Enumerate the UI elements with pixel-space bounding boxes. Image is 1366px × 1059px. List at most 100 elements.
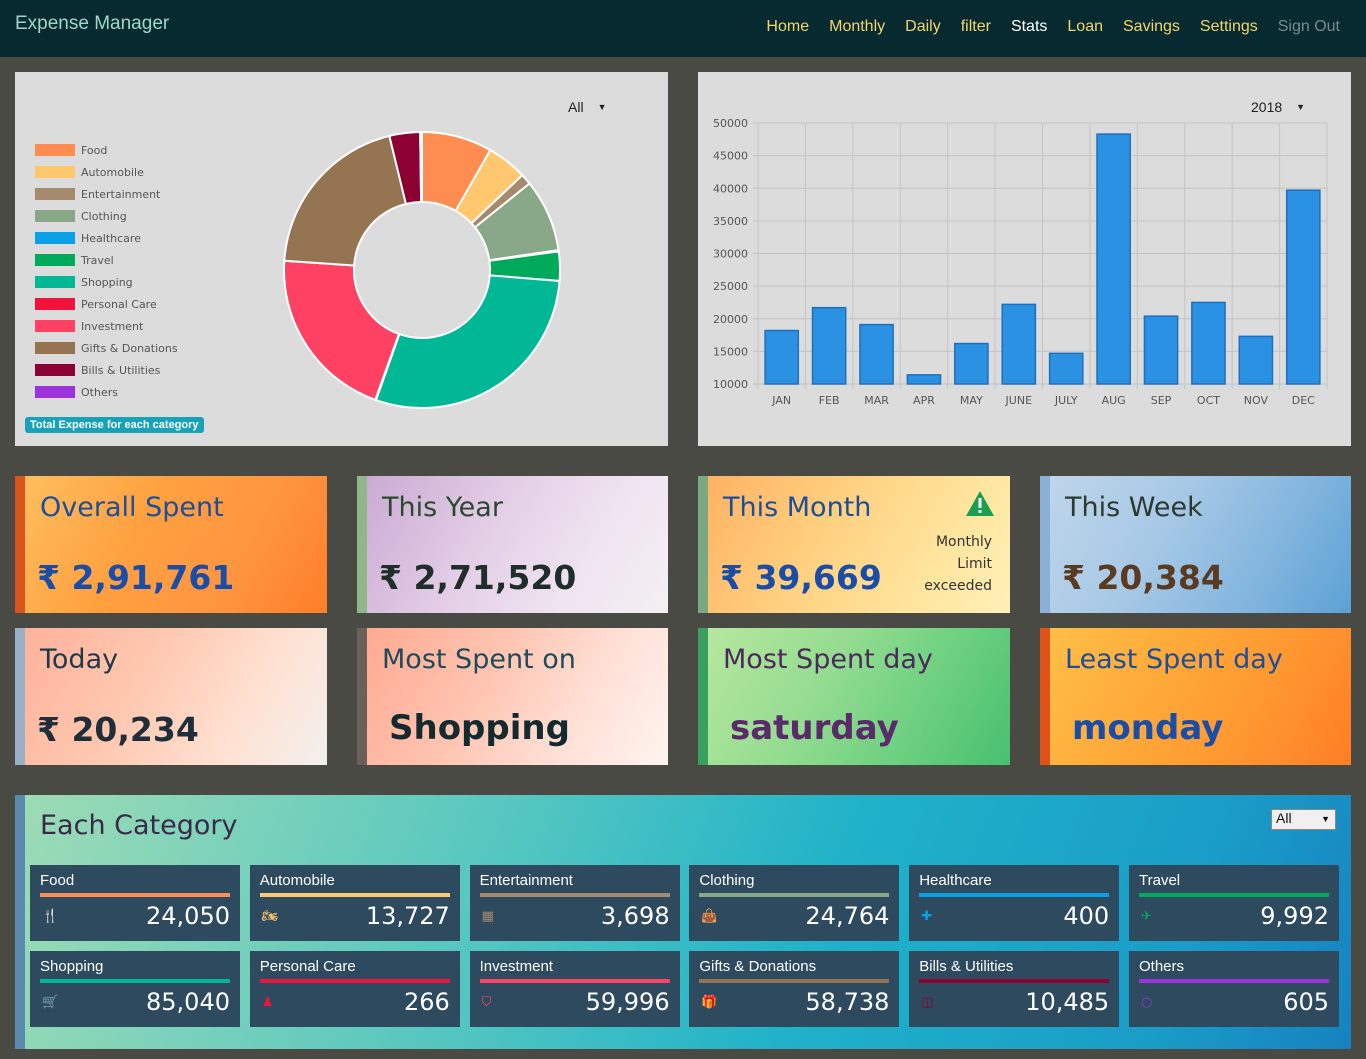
legend-swatch: [35, 320, 75, 332]
bar-may[interactable]: [954, 342, 989, 385]
category-name: Bills & Utilities: [919, 958, 1014, 975]
limit-note-line-1: Monthly: [935, 534, 992, 550]
x-tick-label: SEP: [1151, 394, 1172, 407]
legend-item-investment[interactable]: Investment: [35, 315, 178, 337]
bar-mar[interactable]: [859, 323, 894, 385]
legend-swatch: [35, 364, 75, 376]
legend-item-food[interactable]: Food: [35, 139, 178, 161]
category-color-bar: [259, 979, 450, 983]
x-tick-label: MAY: [960, 394, 983, 407]
legend-item-clothing[interactable]: Clothing: [35, 205, 178, 227]
category-tile-personal-care[interactable]: Personal Care ♟ 266: [249, 951, 460, 1027]
slice-gifts-and-donations[interactable]: [283, 134, 408, 267]
overall-spent-title: Overall Spent: [40, 492, 224, 523]
each-category-section: Each Category All ▼ Food 🍴 24,050 Automobile…: [15, 795, 1351, 1049]
this-week-card: This Week ₹ 20,384: [1040, 476, 1351, 613]
category-tile-gifts-and-donations[interactable]: Gifts & Donations 🎁 58,738: [689, 951, 900, 1027]
bar-oct[interactable]: [1191, 301, 1226, 385]
nav-stats[interactable]: Stats: [1010, 18, 1048, 35]
category-tile-healthcare[interactable]: Healthcare ✚ 400: [909, 865, 1120, 941]
category-amount: 58,738: [805, 988, 890, 1016]
bar-apr[interactable]: [906, 374, 942, 385]
category-tile-travel[interactable]: Travel ✈ 9,992: [1129, 865, 1339, 941]
category-tile-shopping[interactable]: Shopping 🛒 85,040: [30, 951, 240, 1027]
category-tile-clothing[interactable]: Clothing 👜 24,764: [689, 865, 900, 941]
most-spent-on-value: Shopping: [389, 708, 570, 748]
category-tile-automobile[interactable]: Automobile 🏍 13,727: [249, 865, 460, 941]
bar-dec[interactable]: [1285, 189, 1321, 385]
legend-label: Others: [81, 385, 118, 399]
slice-investment[interactable]: [283, 259, 401, 402]
bar-sep[interactable]: [1143, 315, 1179, 385]
nav-loan[interactable]: Loan: [1067, 18, 1103, 35]
legend-item-bills-and-utilities[interactable]: Bills & Utilities: [35, 359, 178, 381]
nav-monthly[interactable]: Monthly: [829, 18, 886, 35]
card-accent-strip: [698, 628, 708, 765]
nav-daily[interactable]: Daily: [905, 18, 941, 35]
category-tile-investment[interactable]: Investment ⛉ 59,996: [469, 951, 680, 1027]
category-name: Travel: [1139, 872, 1181, 889]
each-category-select[interactable]: All ▼: [1271, 809, 1336, 830]
category-color-bar: [919, 979, 1110, 983]
category-tile-food[interactable]: Food 🍴 24,050: [30, 865, 240, 941]
nav-home[interactable]: Home: [766, 18, 810, 35]
category-tile-others[interactable]: Others ○ 605: [1129, 951, 1339, 1027]
chevron-down-icon: ▼: [1321, 814, 1330, 824]
most-spent-on-title: Most Spent on: [382, 644, 576, 675]
y-tick-label: 40000: [713, 182, 748, 195]
bar-aug[interactable]: [1096, 133, 1131, 385]
category-tile-entertainment[interactable]: Entertainment ▦ 3,698: [469, 865, 680, 941]
category-tile-bills-and-utilities[interactable]: Bills & Utilities ◫ 10,485: [909, 951, 1120, 1027]
legend-item-gifts-and-donations[interactable]: Gifts & Donations: [35, 337, 178, 359]
category-color-bar: [40, 979, 230, 983]
bar-nov[interactable]: [1238, 335, 1274, 385]
nav-filter[interactable]: filter: [960, 18, 991, 35]
bar-feb[interactable]: [811, 306, 847, 385]
x-tick-label: APR: [913, 394, 935, 407]
legend-item-entertainment[interactable]: Entertainment: [35, 183, 178, 205]
legend-item-personal-care[interactable]: Personal Care: [35, 293, 178, 315]
this-year-title: This Year: [382, 492, 503, 523]
slice-shopping[interactable]: [374, 274, 561, 409]
app-title[interactable]: Expense Manager: [15, 13, 170, 34]
legend-label: Travel: [81, 253, 114, 267]
each-category-title: Each Category: [40, 810, 238, 841]
most-spent-day-card: Most Spent day saturday: [698, 628, 1010, 765]
category-name: Gifts & Donations: [699, 958, 817, 975]
most-spent-day-title: Most Spent day: [723, 644, 933, 675]
category-period-select[interactable]: All ▼: [568, 99, 606, 115]
card-accent-strip: [15, 476, 25, 613]
nav-settings[interactable]: Settings: [1199, 18, 1258, 35]
x-tick-label: MAR: [864, 394, 889, 407]
chart-legend: Food Automobile Entertainment Clothing Healt…: [35, 139, 178, 403]
year-select[interactable]: 2018 ▼: [1251, 99, 1305, 115]
legend-label: Personal Care: [81, 297, 157, 311]
legend-label: Food: [81, 143, 108, 157]
category-amount: 24,764: [805, 902, 890, 930]
legend-item-others[interactable]: Others: [35, 381, 178, 403]
x-tick-label: AUG: [1102, 394, 1126, 407]
bar-jan[interactable]: [764, 329, 800, 385]
y-tick-label: 15000: [713, 345, 748, 358]
legend-item-shopping[interactable]: Shopping: [35, 271, 178, 293]
slice-others[interactable]: [419, 130, 423, 204]
most-spent-on-card: Most Spent on Shopping: [357, 628, 668, 765]
y-tick-label: 20000: [713, 313, 748, 326]
card-accent-strip: [357, 628, 367, 765]
category-period-value: All: [568, 99, 584, 115]
nav-sign-out[interactable]: Sign Out: [1277, 18, 1340, 35]
legend-label: Bills & Utilities: [81, 363, 161, 377]
bar-june[interactable]: [1001, 303, 1037, 385]
category-amount: 9,992: [1260, 902, 1329, 930]
nav-savings[interactable]: Savings: [1123, 18, 1180, 35]
legend-item-automobile[interactable]: Automobile: [35, 161, 178, 183]
legend-item-travel[interactable]: Travel: [35, 249, 178, 271]
legend-item-healthcare[interactable]: Healthcare: [35, 227, 178, 249]
legend-swatch: [35, 298, 75, 310]
user-icon: ♟: [261, 995, 274, 1010]
circle-icon: ○: [1141, 995, 1153, 1010]
bar-july[interactable]: [1048, 352, 1084, 385]
gift-icon: 🎁: [701, 995, 718, 1010]
category-amount: 3,698: [600, 902, 670, 930]
least-spent-day-title: Least Spent day: [1065, 644, 1283, 675]
